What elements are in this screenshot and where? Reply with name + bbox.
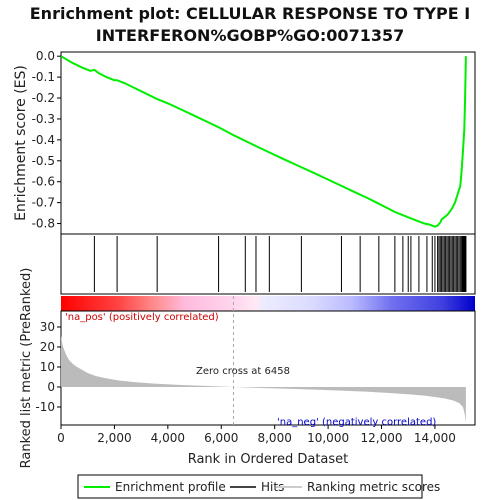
rank-tick-label: 8,000 [257, 431, 291, 445]
na-neg-label: 'na_neg' (negatively correlated) [277, 417, 436, 428]
rank-tick-label: 4,000 [151, 431, 185, 445]
es-tick-label: -0.8 [32, 217, 55, 231]
es-panel-frame [60, 51, 476, 235]
chart-title-line-1: Enrichment plot: CELLULAR RESPONSE TO TY… [30, 4, 470, 23]
metric-tick-label: 20 [40, 340, 55, 354]
rank-axis-label: Rank in Ordered Dataset [188, 452, 349, 467]
metric-panel: 30 20 10 0 -10 0 2,000 4,000 6,000 8,000 10,000 12… [19, 268, 476, 469]
metric-tick-label: 0 [47, 380, 55, 394]
es-axis-label: Enrichment score (ES) [13, 65, 29, 221]
ranked-list-color-bar [61, 296, 475, 311]
es-tick-label: 0.0 [36, 49, 55, 63]
es-tick-label: -0.6 [32, 175, 55, 189]
es-tick-label: -0.5 [32, 154, 55, 168]
es-axis-ticks: 0.0 -0.1 -0.2 -0.3 -0.4 -0.5 -0.6 -0.7 -0.8 [32, 49, 61, 231]
es-tick-label: -0.2 [32, 91, 55, 105]
metric-panel-frame [60, 310, 476, 426]
rank-axis-ticks: 0 2,000 4,000 6,000 8,000 10,000 12,000 14,000 [57, 425, 456, 445]
rank-tick-label: 12,000 [361, 431, 403, 445]
rank-tick-label: 14,000 [414, 431, 456, 445]
hit-markers [93, 236, 467, 292]
legend-enrichment-label: Enrichment profile [115, 480, 226, 494]
rank-tick-label: 6,000 [204, 431, 238, 445]
zero-cross-label: Zero cross at 6458 [196, 366, 290, 377]
metric-axis-label: Ranked list metric (PreRanked) [19, 268, 34, 469]
metric-axis-ticks: 30 20 10 0 -10 [35, 320, 61, 414]
legend-hits-label: Hits [261, 480, 284, 494]
es-tick-label: -0.1 [32, 70, 55, 84]
es-tick-label: -0.3 [32, 112, 55, 126]
metric-tick-label: 30 [40, 320, 55, 334]
legend-metric-label: Ranking metric scores [307, 480, 440, 494]
na-pos-label: 'na_pos' (positively correlated) [65, 312, 219, 323]
enrichment-profile-line [60, 55, 467, 228]
rank-tick-label: 0 [57, 431, 65, 445]
es-panel: 0.0 -0.1 -0.2 -0.3 -0.4 -0.5 -0.6 -0.7 -0.8 Enri… [13, 49, 476, 235]
rank-tick-label: 2,000 [97, 431, 131, 445]
legend: Enrichment profile Hits Ranking metric s… [77, 474, 440, 499]
metric-tick-label: -10 [35, 400, 55, 414]
hits-panel-frame [60, 233, 476, 295]
rank-tick-label: 10,000 [307, 431, 349, 445]
es-tick-label: -0.4 [32, 133, 55, 147]
chart-title-line-2: INTERFERON%GOBP%GO:0071357 [96, 26, 404, 45]
metric-tick-label: 10 [40, 360, 55, 374]
hits-panel [60, 233, 476, 311]
es-tick-label: -0.7 [32, 196, 55, 210]
